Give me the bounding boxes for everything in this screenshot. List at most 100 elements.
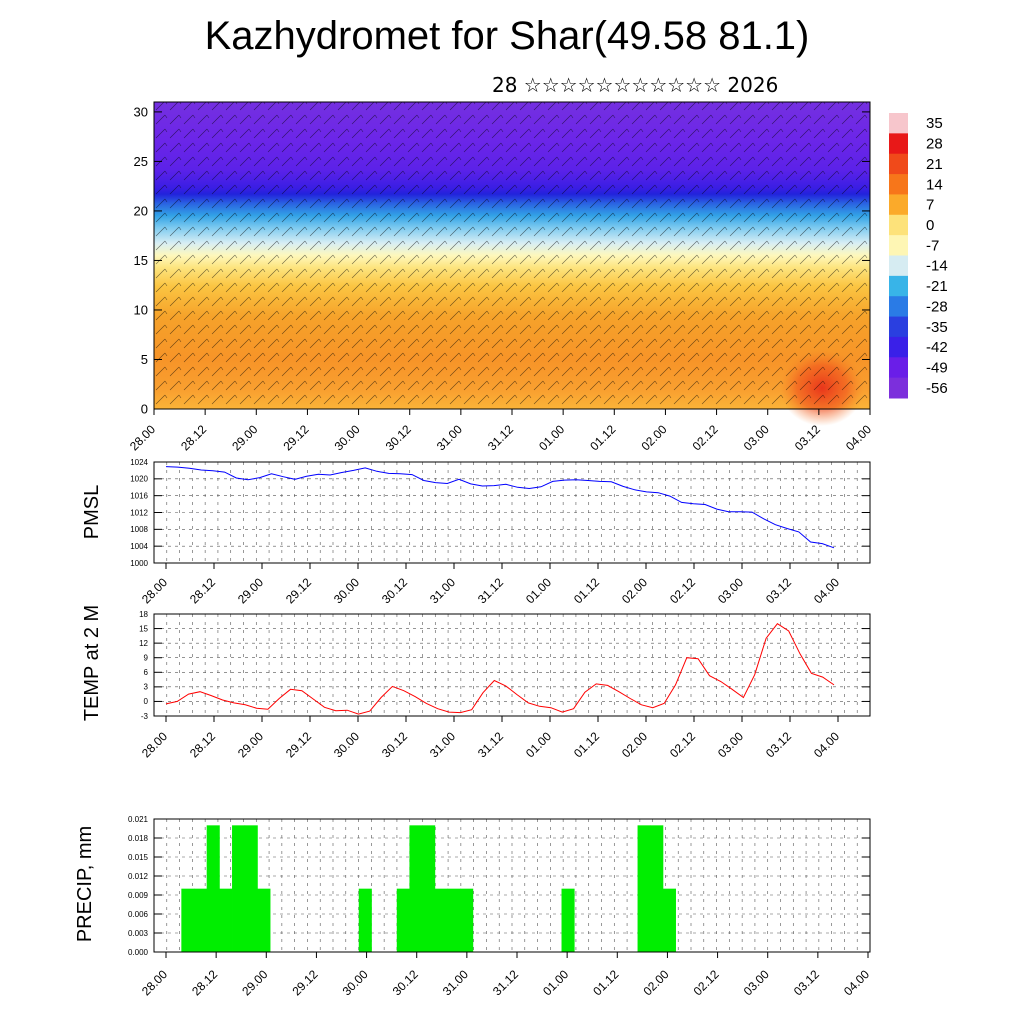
precip-bar: [244, 825, 258, 952]
y-tick-label: 12: [139, 639, 148, 648]
x-tick-label: 31.00: [427, 575, 458, 606]
chart-subtitle: 28 ☆☆☆☆☆☆☆☆☆☆☆ 2026: [492, 73, 779, 97]
y-tick-label: 5: [141, 352, 148, 367]
colorbar-label: -21: [926, 278, 948, 295]
y-tick-label: 0.015: [128, 853, 149, 862]
colorbar-swatch: [889, 296, 908, 318]
colorbar-label: -56: [926, 380, 948, 397]
x-tick-label: 04.00: [843, 422, 874, 453]
colorbar-swatch: [889, 336, 908, 358]
colorbar-label: 21: [926, 156, 943, 173]
x-tick-label: 02.00: [619, 729, 650, 760]
y-tick-label: 1016: [130, 491, 148, 500]
temp-frame: [153, 613, 871, 717]
x-tick-label: 01.12: [571, 575, 602, 606]
colorbar-label: 0: [926, 217, 934, 234]
precip-bars: [181, 825, 676, 952]
x-tick-label: 29.12: [283, 575, 314, 606]
colorbar-swatch: [889, 214, 908, 236]
temp-panel: -3 0 3 6 9 12 15 18 28.00 28.12 29.00 29.12 30.00 30…: [81, 605, 871, 760]
x-tick-label: 30.12: [383, 422, 414, 453]
x-tick-label: 29.00: [229, 422, 260, 453]
x-tick-label: 30.00: [331, 575, 362, 606]
colorbar-label: -49: [926, 359, 948, 376]
y-tick-label: 1008: [130, 525, 148, 534]
colorbar-swatch: [889, 235, 908, 256]
colorbar-label: -28: [926, 298, 948, 315]
colorbar-swatch: [889, 194, 908, 216]
x-tick-label: 29.00: [239, 967, 270, 998]
x-tick-label: 28.00: [139, 729, 170, 760]
precip-bar: [257, 888, 271, 952]
precip-bar: [561, 888, 575, 952]
precip-bar: [422, 825, 436, 952]
x-tick-label: 30.12: [379, 575, 410, 606]
y-tick-label: 1012: [130, 508, 148, 517]
x-tick-label: 29.12: [283, 729, 314, 760]
x-tick-label: 03.00: [715, 729, 746, 760]
x-tick-label: 31.00: [427, 729, 458, 760]
pmsl-y-axis: 1000 1004 1008 1012 1016 1020 1024: [130, 458, 870, 568]
colorbar-swatch: [889, 113, 908, 134]
x-tick-label: 02.00: [640, 967, 671, 998]
wind-barbs: [154, 102, 870, 409]
x-tick-label: 29.00: [235, 575, 266, 606]
y-tick-label: 15: [134, 253, 148, 268]
y-tick-label: 6: [144, 668, 149, 677]
x-tick-label: 31.12: [490, 967, 521, 998]
pmsl-x-axis: 28.00 28.12 29.00 29.12 30.00 30.12 31.00 31.12…: [139, 563, 842, 606]
precip-y-axis: 0.000 0.003 0.006 0.009 0.012 0.015 0.018 0.021: [128, 815, 870, 957]
precip-bar: [194, 888, 208, 952]
colorbar-label: 7: [926, 197, 934, 214]
precip-bar: [181, 888, 195, 952]
x-tick-label: 03.12: [763, 729, 794, 760]
x-tick-label: 31.12: [475, 575, 506, 606]
y-tick-label: 9: [144, 654, 149, 663]
precip-bar: [206, 825, 220, 952]
x-tick-label: 31.12: [485, 422, 516, 453]
x-tick-label: 28.12: [187, 729, 218, 760]
colorbar: 35 28 21 14 7 0 -7 -14 -21 -28 -35 -42 -49 -56: [889, 113, 948, 399]
chart-title: Kazhydromet for Shar(49.58 81.1): [204, 14, 810, 58]
precip-bar: [232, 825, 246, 952]
x-tick-label: 29.00: [235, 729, 266, 760]
x-tick-label: 01.00: [536, 422, 567, 453]
colorbar-label: 14: [926, 176, 943, 193]
y-tick-label: 1020: [130, 475, 148, 484]
y-tick-label: 25: [134, 154, 148, 169]
x-tick-label: 03.12: [763, 575, 794, 606]
y-tick-label: 30: [134, 104, 148, 119]
x-tick-label: 03.00: [741, 422, 772, 453]
temp-grid: [154, 613, 870, 717]
colorbar-swatch: [889, 275, 908, 297]
x-tick-label: 28.12: [189, 967, 220, 998]
x-tick-label: 02.00: [638, 422, 669, 453]
colorbar-label: -7: [926, 237, 939, 254]
y-tick-label: -3: [141, 712, 149, 721]
colorbar-swatch: [889, 133, 908, 155]
temp-y-axis: -3 0 3 6 9 12 15 18: [139, 610, 870, 721]
precip-bar: [396, 888, 410, 952]
colorbar-label: -42: [926, 339, 948, 356]
x-tick-label: 01.12: [590, 967, 621, 998]
x-tick-label: 01.00: [523, 729, 554, 760]
colorbar-label: 35: [926, 115, 943, 132]
x-tick-label: 30.12: [390, 967, 421, 998]
x-tick-label: 01.12: [587, 422, 618, 453]
y-tick-label: 0: [141, 402, 148, 417]
x-tick-label: 02.12: [667, 575, 698, 606]
cross-section-panel: 0 5 10 15 20 25 30 28.00 28.12 29.00 29.12 30.00 30…: [127, 101, 874, 453]
cross-section-y-axis: 0 5 10 15 20 25 30: [134, 104, 870, 417]
x-tick-label: 03.12: [791, 967, 822, 998]
y-tick-label: 0.021: [128, 815, 149, 824]
y-tick-label: 20: [134, 203, 148, 218]
pmsl-ylabel: PMSL: [81, 485, 103, 539]
colorbar-label: 28: [926, 136, 943, 153]
x-tick-label: 01.00: [540, 967, 571, 998]
y-tick-label: 0.009: [128, 891, 149, 900]
x-tick-label: 02.00: [619, 575, 650, 606]
precip-bar: [219, 888, 233, 952]
x-tick-label: 01.12: [571, 729, 602, 760]
x-tick-label: 31.00: [434, 422, 465, 453]
